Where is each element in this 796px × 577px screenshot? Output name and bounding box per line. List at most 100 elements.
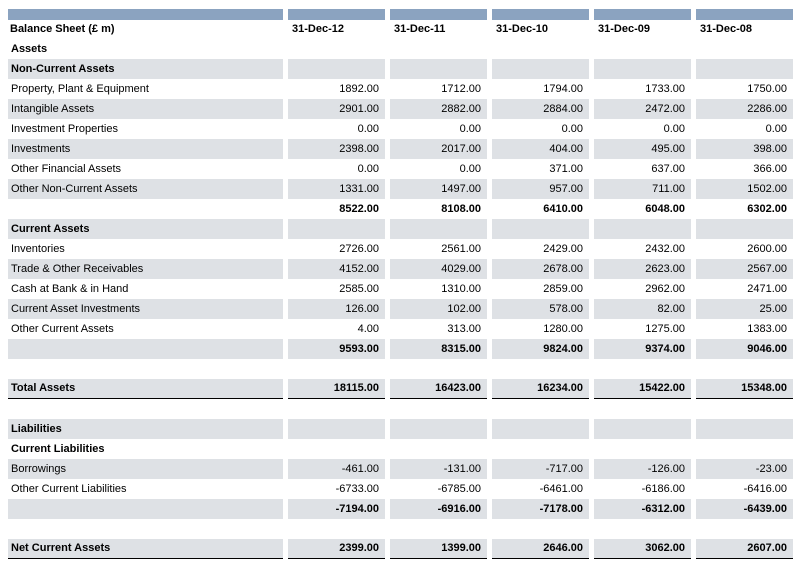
value-cell: 8108.00 <box>441 203 481 215</box>
value-cell: -6439.00 <box>696 499 793 519</box>
header-band-segment <box>696 9 793 20</box>
value-cell: 2882.00 <box>390 99 487 119</box>
row-label: Other Financial Assets <box>11 163 122 175</box>
value-cell: 3062.00 <box>594 539 691 559</box>
row-label: Current Liabilities <box>11 443 105 455</box>
value-cell <box>594 39 691 59</box>
table-row: Net Current Assets 2399.00 1399.00 2646.00 3… <box>8 539 796 559</box>
value-cell: 2962.00 <box>645 283 685 295</box>
table-row: Liabilities <box>8 419 796 439</box>
column-header-date: 31-Dec-11 <box>394 23 446 35</box>
value-cell: 126.00 <box>288 299 385 319</box>
value-cell: 102.00 <box>390 299 487 319</box>
value-cell: 2399.00 <box>288 539 385 559</box>
value-cell: 0.00 <box>459 163 481 175</box>
value-cell: 2859.00 <box>543 283 583 295</box>
page-title: Balance Sheet (£ m) <box>10 23 115 35</box>
value-cell: 2286.00 <box>696 99 793 119</box>
value-cell: 2678.00 <box>492 259 589 279</box>
value-cell: 0.00 <box>663 123 685 135</box>
value-cell: 0.00 <box>357 163 379 175</box>
header-band-segment <box>390 9 487 20</box>
value-cell: 578.00 <box>492 299 589 319</box>
value-cell: 9046.00 <box>696 339 793 359</box>
table-row: Borrowings -461.00 -131.00 -717.00 -126.00 -2… <box>8 459 796 479</box>
value-cell: 2561.00 <box>441 243 481 255</box>
value-cell: 0.00 <box>765 123 787 135</box>
table-row: -7194.00 -6916.00 -7178.00 -6312.00 -6439.00 <box>8 499 796 519</box>
value-cell: 0.00 <box>357 123 379 135</box>
value-cell: 16234.00 <box>492 379 589 399</box>
header-band-segment <box>594 9 691 20</box>
value-cell <box>696 39 793 59</box>
value-cell: 4152.00 <box>288 259 385 279</box>
value-cell: -131.00 <box>390 459 487 479</box>
table-row: 8522.00 8108.00 6410.00 6048.00 6302.00 <box>8 199 796 219</box>
value-cell: 0.00 <box>561 123 583 135</box>
row-label: Net Current Assets <box>8 539 283 559</box>
value-cell <box>288 219 385 239</box>
table-row: Non-Current Assets <box>8 59 796 79</box>
value-cell <box>696 419 793 439</box>
value-cell: -6461.00 <box>539 483 583 495</box>
value-cell <box>390 59 487 79</box>
table-row: Inventories 2726.00 2561.00 2429.00 2432.00 2… <box>8 239 796 259</box>
value-cell <box>492 439 589 459</box>
table-row: Other Current Assets 4.00 313.00 1280.00 127… <box>8 319 796 339</box>
table-row: Investment Properties 0.00 0.00 0.00 0.00 0.0… <box>8 119 796 139</box>
value-cell: 1310.00 <box>441 283 481 295</box>
value-cell: 8315.00 <box>390 339 487 359</box>
value-cell: -126.00 <box>594 459 691 479</box>
value-cell: 495.00 <box>594 139 691 159</box>
row-label: Other Non-Current Assets <box>8 179 283 199</box>
table-row: Assets <box>8 39 796 59</box>
value-cell: 2432.00 <box>645 243 685 255</box>
value-cell: 9374.00 <box>594 339 691 359</box>
row-label: Borrowings <box>8 459 283 479</box>
column-header-date: 31-Dec-08 <box>700 23 752 35</box>
value-cell <box>390 439 487 459</box>
value-cell: 1794.00 <box>543 83 583 95</box>
value-cell: 1275.00 <box>645 323 685 335</box>
value-cell: 1892.00 <box>339 83 379 95</box>
value-cell <box>492 59 589 79</box>
row-label: Current Assets <box>8 219 283 239</box>
table-row: Investments 2398.00 2017.00 404.00 495.00 398… <box>8 139 796 159</box>
value-cell: -6916.00 <box>390 499 487 519</box>
value-cell: 9593.00 <box>288 339 385 359</box>
value-cell <box>594 439 691 459</box>
table-row: Total Assets 18115.00 16423.00 16234.00 1542… <box>8 379 796 399</box>
value-cell: -7194.00 <box>288 499 385 519</box>
value-cell: 2017.00 <box>390 139 487 159</box>
value-cell <box>696 59 793 79</box>
value-cell: 9824.00 <box>492 339 589 359</box>
header-band-segment <box>492 9 589 20</box>
value-cell: 398.00 <box>696 139 793 159</box>
value-cell: 404.00 <box>492 139 589 159</box>
spacer-row <box>8 399 796 419</box>
value-cell <box>288 439 385 459</box>
value-cell <box>594 59 691 79</box>
value-cell: 2646.00 <box>492 539 589 559</box>
value-cell: 8522.00 <box>339 203 379 215</box>
table-row: Current Assets <box>8 219 796 239</box>
value-cell: 711.00 <box>594 179 691 199</box>
row-label <box>8 199 283 219</box>
row-label: Assets <box>11 43 48 55</box>
value-cell: 4029.00 <box>390 259 487 279</box>
value-cell: 366.00 <box>753 163 787 175</box>
value-cell: 0.00 <box>459 123 481 135</box>
column-header-date: 31-Dec-10 <box>496 23 548 35</box>
value-cell: -7178.00 <box>492 499 589 519</box>
value-cell: 15348.00 <box>696 379 793 399</box>
value-cell: 6048.00 <box>645 203 685 215</box>
value-cell: 2471.00 <box>747 283 787 295</box>
value-cell: 2398.00 <box>288 139 385 159</box>
table-row: Current Asset Investments 126.00 102.00 578… <box>8 299 796 319</box>
value-cell: -461.00 <box>288 459 385 479</box>
value-cell: 18115.00 <box>288 379 385 399</box>
value-cell <box>288 59 385 79</box>
table-row: Other Financial Assets 0.00 0.00 371.00 637.… <box>8 159 796 179</box>
value-cell <box>492 419 589 439</box>
value-cell <box>492 219 589 239</box>
